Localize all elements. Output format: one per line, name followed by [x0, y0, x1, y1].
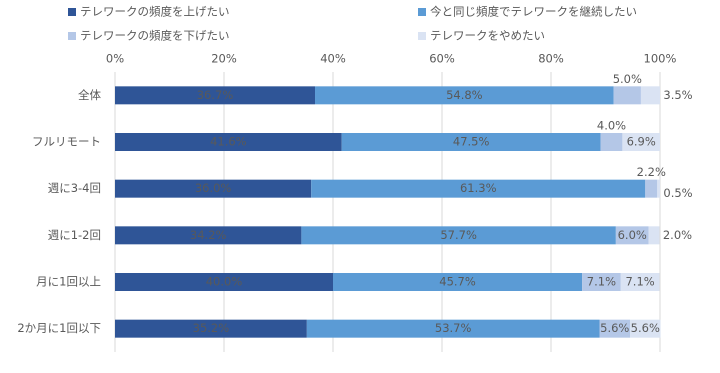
bar-segment: [615, 226, 649, 245]
x-tick-label: 80%: [538, 52, 564, 66]
legend-label: テレワークをやめたい: [430, 29, 545, 43]
legend-label: テレワークの頻度を上げたい: [80, 5, 230, 19]
bar-segment: [315, 86, 614, 105]
value-label: 36.7%: [197, 88, 234, 102]
legend-label: 今と同じ頻度でテレワークを継続したい: [430, 5, 637, 19]
y-tick-label: 月に1回以上: [36, 275, 101, 289]
bar-segment: [341, 133, 601, 151]
bar-segment: [115, 133, 342, 151]
value-label: 5.6%: [600, 321, 629, 335]
value-label: 6.9%: [627, 135, 656, 149]
bar-segment: [115, 319, 307, 338]
legend-label: テレワークの頻度を下げたい: [80, 29, 230, 43]
value-label: 0.5%: [663, 186, 692, 200]
value-label: 45.7%: [439, 275, 476, 289]
x-tick-label: 20%: [211, 52, 237, 66]
value-label: 2.2%: [637, 165, 666, 179]
y-tick-label: 2か月に1回以下: [17, 321, 101, 335]
value-label: 47.5%: [453, 135, 490, 149]
bar-segment: [115, 86, 316, 105]
value-label: 36.0%: [195, 181, 232, 195]
value-label: 2.0%: [663, 228, 692, 242]
x-tick-label: 0%: [106, 52, 124, 66]
value-label: 53.7%: [435, 321, 472, 335]
bar-segment: [620, 273, 660, 291]
bar-segment: [640, 86, 660, 105]
value-label: 6.0%: [618, 228, 647, 242]
y-tick-label: 週に1-2回: [48, 228, 101, 242]
legend-swatch: [418, 32, 426, 40]
value-label: 61.3%: [460, 181, 497, 195]
legend-swatch: [68, 8, 76, 16]
y-tick-label: 週に3-4回: [48, 181, 101, 195]
bar-segment: [600, 133, 623, 151]
y-tick-label: 全体: [78, 88, 101, 102]
bar-segment: [306, 319, 600, 338]
value-label: 4.0%: [597, 119, 626, 133]
bar-segment: [613, 86, 641, 105]
x-tick-label: 40%: [320, 52, 346, 66]
bar-segment: [115, 179, 312, 198]
value-label: 35.2%: [193, 321, 230, 335]
value-label: 7.1%: [625, 275, 654, 289]
value-label: 57.7%: [440, 228, 477, 242]
y-tick-label: フルリモート: [32, 135, 101, 149]
bar-segment: [333, 273, 583, 291]
bar-segment: [657, 179, 660, 198]
legend-swatch: [68, 32, 76, 40]
x-tick-label: 100%: [644, 52, 677, 66]
bar-segment: [115, 226, 302, 245]
value-label: 5.6%: [631, 321, 660, 335]
bar-segment: [645, 179, 658, 198]
value-label: 40.0%: [206, 275, 243, 289]
x-tick-label: 60%: [429, 52, 455, 66]
bar-segment: [648, 226, 660, 245]
value-label: 54.8%: [446, 88, 483, 102]
bar-segment: [599, 319, 631, 338]
bar-segment: [311, 179, 646, 198]
legend-swatch: [418, 8, 426, 16]
bar-segment: [582, 273, 621, 291]
bar-segment: [622, 133, 660, 151]
value-label: 41.6%: [210, 135, 247, 149]
value-label: 34.2%: [190, 228, 227, 242]
bar-segment: [115, 273, 333, 291]
bar-segment: [630, 319, 661, 338]
bar-segment: [301, 226, 616, 245]
value-label: 3.5%: [663, 88, 692, 102]
value-label: 5.0%: [613, 72, 642, 86]
value-label: 7.1%: [587, 275, 616, 289]
